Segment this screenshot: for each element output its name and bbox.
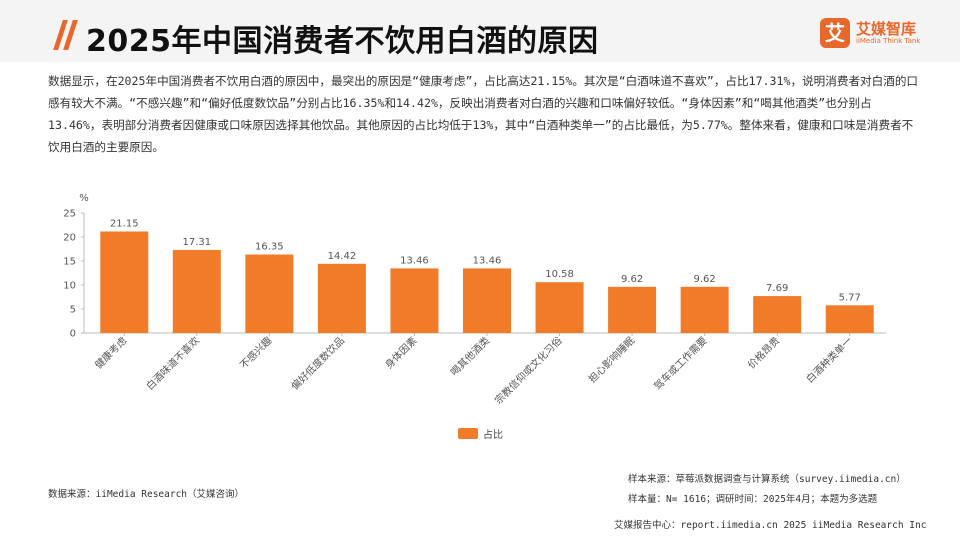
y-tick-label: 0 <box>70 329 76 340</box>
x-tick-label: 白酒种类单一 <box>803 334 855 386</box>
y-axis-unit-label: % <box>79 193 89 204</box>
bar <box>608 286 657 333</box>
data-label: 13.46 <box>400 255 429 266</box>
data-label: 9.62 <box>621 274 643 285</box>
y-tick-label: 10 <box>63 281 76 292</box>
data-label: 10.58 <box>545 269 574 280</box>
x-tick-label: 价格昂贵 <box>745 334 782 371</box>
x-tick-label: 担心影响睡眠 <box>586 334 638 386</box>
data-label: 16.35 <box>255 242 284 253</box>
logo-name: 艾媒智库 <box>856 20 917 38</box>
y-tick-label: 15 <box>63 257 76 268</box>
data-label: 13.46 <box>473 255 502 266</box>
data-label: 14.42 <box>328 251 357 262</box>
bar <box>825 305 874 333</box>
x-tick-label: 宗教信仰或文化习俗 <box>492 334 565 407</box>
y-tick-label: 20 <box>63 233 76 244</box>
data-label: 5.77 <box>839 292 861 303</box>
summary-paragraph: 数据显示，在2025年中国消费者不饮用白酒的原因中，最突出的原因是“健康考虑”，… <box>48 74 919 154</box>
page-title: 2025年中国消费者不饮用白酒的原因 <box>86 24 599 59</box>
bar <box>390 268 439 333</box>
bar <box>172 249 221 333</box>
data-label: 21.15 <box>110 218 139 229</box>
bar <box>463 268 511 333</box>
data-label: 9.62 <box>694 274 716 285</box>
x-tick-label: 不感兴趣 <box>237 334 274 371</box>
data-label: 17.31 <box>182 237 211 248</box>
logo-icon: 艾 <box>820 18 850 48</box>
y-tick-label: 5 <box>70 305 76 316</box>
bar <box>753 296 802 333</box>
bar <box>535 282 584 333</box>
data-label: 7.69 <box>766 283 788 294</box>
data-source: 数据来源：iiMedia Research（艾媒咨询） <box>48 489 245 500</box>
chart-legend: 占比 <box>458 423 503 441</box>
sample-source: 样本来源：草莓派数据调查与计算系统（survey.iimedia.cn） <box>628 474 906 485</box>
header-band <box>0 0 960 62</box>
bar <box>680 286 729 333</box>
footer: 艾媒报告中心：report.iimedia.cn 2025 iiMedia Re… <box>614 520 927 531</box>
bar-chart: % 0 5 10 15 20 25 21.15 健康考虑 17.31 白酒味道不喜欢 16.35 不感兴… <box>63 193 886 407</box>
y-tick-label: 25 <box>63 209 76 220</box>
x-tick-label: 白酒味道不喜欢 <box>143 334 202 393</box>
x-tick-label: 健康考虑 <box>92 334 129 371</box>
bar <box>245 254 294 333</box>
bar <box>100 231 149 333</box>
logo-tagline: iiMedia Think Tank <box>856 37 921 45</box>
x-tick-label: 身体因素 <box>382 334 419 371</box>
x-tick-label: 喝其他酒类 <box>448 334 493 379</box>
bar <box>317 263 366 333</box>
sample-size: 样本量：N= 1616；调研时间：2025年4月；本题为多选题 <box>628 494 878 505</box>
legend-swatch <box>458 428 478 439</box>
x-tick-label: 驾车或工作需要 <box>651 334 710 393</box>
x-tick-label: 偏好低度数饮品 <box>288 334 347 393</box>
legend-label: 占比 <box>483 430 503 441</box>
brand-logo: 艾 艾媒智库 iiMedia Think Tank <box>820 16 940 56</box>
sample-info: 样本来源：草莓派数据调查与计算系统（survey.iimedia.cn） 样本量… <box>628 470 906 510</box>
